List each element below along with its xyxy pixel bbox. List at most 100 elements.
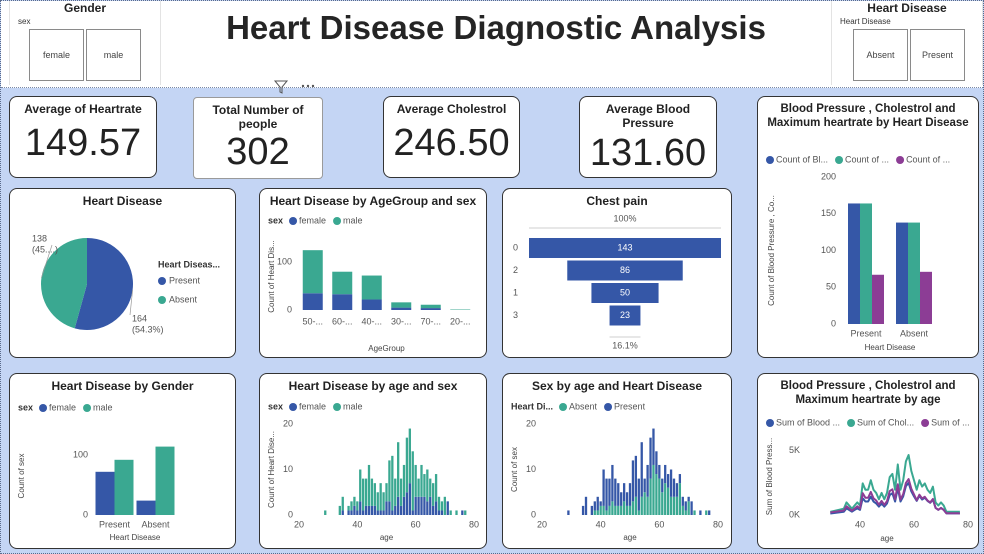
bar bbox=[399, 505, 403, 515]
legend-marker bbox=[766, 419, 774, 427]
bar bbox=[423, 474, 426, 497]
legend-label: male bbox=[343, 215, 363, 225]
bar bbox=[708, 510, 711, 515]
bar bbox=[338, 505, 341, 515]
bar bbox=[593, 501, 596, 511]
chart-panel: Blood Pressure , Cholestrol and Maximum … bbox=[757, 373, 979, 549]
bar bbox=[608, 478, 611, 506]
bar bbox=[302, 250, 323, 294]
bar bbox=[678, 483, 682, 515]
bar bbox=[649, 478, 652, 515]
legend-marker bbox=[835, 156, 844, 164]
bar bbox=[455, 510, 458, 515]
funnel-top-label: 100% bbox=[613, 213, 636, 223]
bar bbox=[432, 505, 435, 515]
bar bbox=[896, 222, 908, 324]
kpi-card[interactable]: Total Number of people 302 bbox=[193, 97, 323, 179]
bar bbox=[379, 483, 382, 511]
bar bbox=[155, 446, 175, 515]
slicer-option[interactable]: Absent bbox=[853, 29, 908, 81]
data-label: 164 bbox=[132, 313, 147, 323]
funnel-bar bbox=[609, 305, 641, 326]
bar bbox=[379, 510, 382, 515]
bar bbox=[426, 469, 429, 502]
bar bbox=[411, 451, 414, 511]
bar bbox=[391, 455, 394, 511]
bar bbox=[367, 505, 371, 515]
bar bbox=[684, 510, 687, 515]
category-label: 1 bbox=[513, 287, 518, 297]
card-value: 246.50 bbox=[393, 122, 510, 164]
bar bbox=[376, 510, 379, 515]
bar bbox=[446, 501, 449, 515]
bar bbox=[414, 464, 417, 497]
bar bbox=[599, 505, 602, 515]
bar bbox=[417, 496, 420, 515]
bar bbox=[408, 428, 411, 484]
bar bbox=[649, 437, 652, 479]
chart-title: Heart Disease by Gender bbox=[51, 379, 194, 393]
legend-title: Heart Diseas... bbox=[158, 259, 220, 269]
bar bbox=[434, 474, 438, 502]
x-axis-title: Heart Disease bbox=[865, 343, 916, 352]
bar bbox=[605, 510, 608, 515]
y-tick-label: 50 bbox=[826, 282, 836, 292]
bar bbox=[631, 501, 635, 515]
bar bbox=[423, 496, 426, 515]
category-label: 2 bbox=[513, 265, 518, 275]
bar bbox=[443, 496, 446, 515]
funnel-bottom-label: 16.1% bbox=[612, 340, 638, 350]
bar bbox=[690, 501, 693, 515]
bar bbox=[420, 496, 423, 515]
slicer-title: Heart Disease bbox=[867, 1, 947, 15]
bar bbox=[405, 437, 409, 493]
slicer-option[interactable]: male bbox=[86, 29, 141, 81]
bar bbox=[628, 483, 632, 506]
data-label: 86 bbox=[620, 265, 630, 275]
legend-marker bbox=[333, 403, 342, 411]
kpi-card: Average of Heartrate 149.57 bbox=[9, 96, 157, 178]
legend-label: Count of ... bbox=[845, 154, 889, 164]
y-tick-label: 20 bbox=[283, 418, 293, 428]
bar bbox=[361, 275, 382, 300]
bar bbox=[341, 496, 344, 511]
pie-slice bbox=[40, 238, 87, 329]
y-axis-title: Count of Heart Dis... bbox=[267, 240, 276, 312]
x-tick-label: 20 bbox=[537, 519, 547, 529]
legend-marker bbox=[766, 156, 774, 164]
pie-slice bbox=[74, 238, 133, 330]
bar bbox=[634, 496, 638, 515]
x-tick-label: Absent bbox=[141, 519, 170, 529]
card-value: 149.57 bbox=[24, 122, 142, 164]
x-axis-title: Heart Disease bbox=[110, 533, 161, 542]
card-label: Average Blood Pressure bbox=[605, 102, 691, 130]
bar bbox=[414, 496, 417, 515]
card-label: Average Cholestrol bbox=[396, 102, 507, 116]
x-tick-label: 40 bbox=[596, 519, 606, 529]
bar bbox=[302, 293, 323, 310]
bar bbox=[596, 510, 599, 515]
visual-header-icons[interactable] bbox=[271, 78, 323, 96]
filter-icon[interactable] bbox=[273, 80, 289, 94]
bar bbox=[655, 474, 658, 515]
chart: 164(54.3%) 138(45....) Heart Diseas... Pres… bbox=[32, 233, 220, 334]
kpi-card: Average Cholestrol 246.50 bbox=[383, 96, 520, 178]
bar bbox=[332, 271, 353, 295]
bar bbox=[669, 496, 673, 515]
more-dot bbox=[301, 84, 305, 88]
leader-line bbox=[129, 290, 133, 316]
bar bbox=[347, 505, 350, 511]
x-axis-title: age bbox=[380, 533, 394, 542]
bar bbox=[420, 464, 423, 497]
slicer-option[interactable]: Present bbox=[910, 29, 965, 81]
slicer-option[interactable]: female bbox=[29, 29, 84, 81]
x-tick-label: 30-... bbox=[391, 316, 412, 326]
chart-panel: Blood Pressure , Cholestrol and Maximum … bbox=[757, 96, 979, 358]
legend-label: female bbox=[49, 402, 76, 412]
bar bbox=[655, 451, 658, 475]
bar bbox=[362, 510, 365, 515]
legend-marker bbox=[39, 404, 48, 412]
card-label: Average of Heartrate bbox=[24, 102, 142, 116]
legend-marker bbox=[847, 419, 856, 427]
bar bbox=[620, 492, 623, 506]
